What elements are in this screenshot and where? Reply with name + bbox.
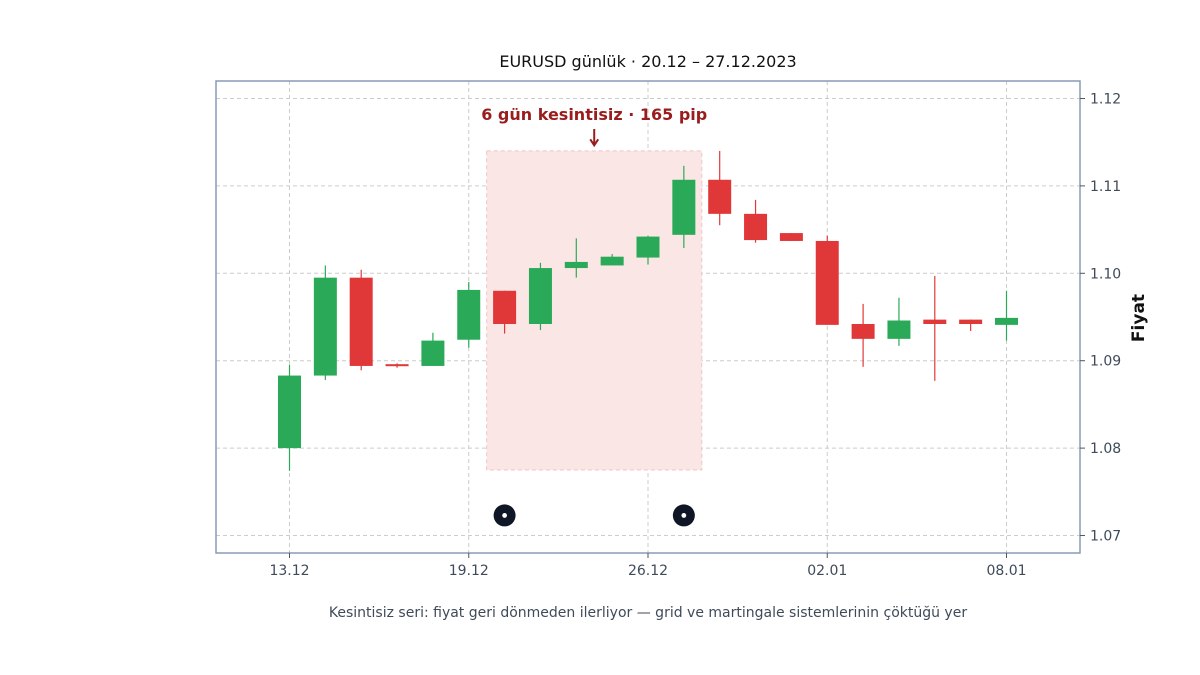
y-axis-ticks: 1.07 1.08 1.09 1.10 1.11 1.12 bbox=[1080, 91, 1121, 545]
y-tick-label: 1.10 bbox=[1090, 266, 1121, 282]
x-tick-label: 19.12 bbox=[449, 563, 489, 579]
candle-up bbox=[636, 235, 660, 265]
candle-up bbox=[278, 365, 301, 471]
candle-body bbox=[564, 261, 588, 269]
y-tick-label: 1.12 bbox=[1090, 91, 1121, 107]
candle-up bbox=[313, 265, 337, 380]
candle-up bbox=[457, 282, 481, 348]
candle-body bbox=[815, 240, 839, 325]
candle-up bbox=[528, 262, 552, 331]
candle-down bbox=[744, 199, 768, 243]
x-tick-label: 02.01 bbox=[807, 563, 847, 579]
x-axis-ticks: 13.12 19.12 26.12 02.01 08.01 bbox=[269, 553, 1027, 579]
chart-caption: Kesintisiz seri: fiyat geri dönmeden ile… bbox=[329, 605, 967, 621]
streak-annotation-arrow bbox=[589, 129, 600, 148]
chart-title: EURUSD günlük · 20.12 – 27.12.2023 bbox=[499, 52, 796, 71]
candle-body bbox=[887, 320, 911, 339]
candle-body bbox=[313, 277, 337, 376]
candle-down bbox=[385, 363, 409, 368]
candle-body bbox=[744, 213, 768, 241]
candle-body bbox=[636, 236, 660, 258]
candle-down bbox=[349, 269, 373, 371]
candle-down bbox=[708, 150, 732, 226]
candle-up bbox=[600, 254, 624, 266]
markers-layer bbox=[493, 504, 695, 527]
streak-highlight-band bbox=[486, 150, 703, 471]
x-tick-label: 26.12 bbox=[628, 563, 668, 579]
candle-up bbox=[421, 332, 445, 366]
y-axis-label: Fiyat bbox=[1129, 294, 1149, 342]
candle-body bbox=[708, 179, 732, 214]
candle-body bbox=[528, 268, 552, 324]
candle-body bbox=[672, 179, 696, 235]
candle-down bbox=[923, 275, 947, 381]
y-tick-label: 1.11 bbox=[1090, 179, 1121, 195]
x-tick-label: 08.01 bbox=[986, 563, 1026, 579]
candle-up bbox=[672, 165, 696, 248]
candle-up bbox=[564, 238, 588, 278]
candle-down bbox=[815, 235, 839, 325]
candle-body bbox=[851, 323, 875, 339]
candle-body bbox=[959, 319, 983, 324]
candle-down bbox=[851, 303, 875, 367]
streak-annotation-text: 6 gün kesintisiz · 165 pip bbox=[481, 105, 707, 124]
y-tick-label: 1.08 bbox=[1090, 441, 1121, 457]
candle-body bbox=[923, 319, 947, 324]
candle-down bbox=[959, 319, 983, 331]
candle-up bbox=[995, 290, 1018, 341]
candle-body bbox=[457, 289, 481, 340]
candle-body bbox=[995, 317, 1018, 325]
y-tick-label: 1.07 bbox=[1090, 529, 1121, 545]
candle-up bbox=[887, 297, 911, 346]
candle-body bbox=[421, 340, 445, 366]
candle-down bbox=[493, 290, 517, 334]
candle-body bbox=[600, 256, 624, 266]
candle-body bbox=[493, 290, 517, 324]
candle-down bbox=[779, 233, 803, 241]
candles-layer bbox=[278, 150, 1018, 471]
x-tick-label: 13.12 bbox=[269, 563, 309, 579]
candle-body bbox=[779, 233, 803, 241]
streak-marker-dot bbox=[681, 513, 687, 518]
candle-body bbox=[385, 364, 409, 367]
y-tick-label: 1.09 bbox=[1090, 354, 1121, 370]
candle-body bbox=[349, 277, 373, 366]
candle-body bbox=[278, 375, 301, 449]
streak-marker-dot bbox=[502, 513, 507, 518]
